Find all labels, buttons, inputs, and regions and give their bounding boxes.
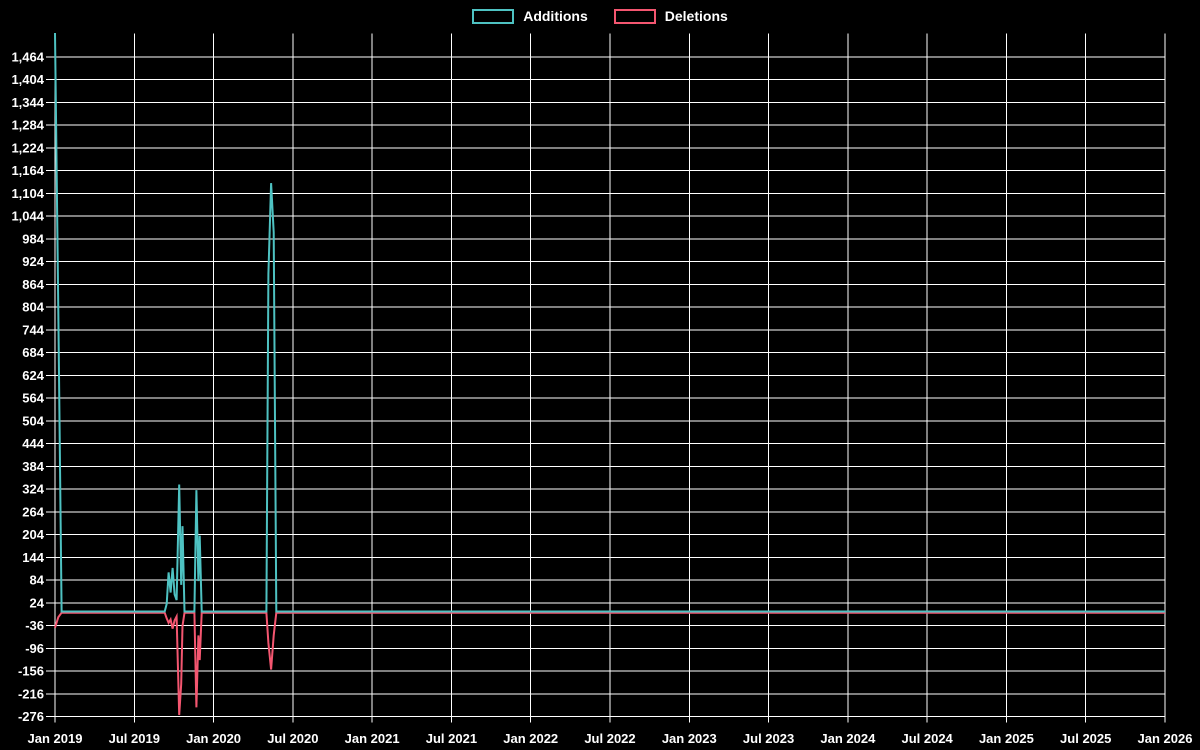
y-tick-label: 1,224 [11, 140, 44, 155]
x-tick-label: Jan 2020 [186, 731, 241, 746]
x-tick-label: Jan 2019 [28, 731, 83, 746]
y-tick-label: 624 [22, 368, 44, 383]
y-tick-label: 1,344 [11, 95, 44, 110]
x-tick-label: Jan 2021 [345, 731, 400, 746]
x-tick-label: Jan 2024 [820, 731, 876, 746]
y-tick-label: -96 [25, 641, 44, 656]
y-tick-label: 804 [22, 300, 44, 315]
deletions-swatch-icon [613, 8, 656, 24]
y-tick-label: 504 [22, 413, 44, 428]
additions-legend-label: Additions [523, 8, 588, 24]
y-tick-label: 744 [22, 322, 44, 337]
x-tick-label: Jan 2022 [503, 731, 558, 746]
y-tick-label: 1,044 [11, 209, 44, 224]
legend-item-deletions[interactable]: Deletions [613, 7, 728, 25]
x-tick-label: Jan 2026 [1138, 731, 1193, 746]
x-tick-label: Jul 2024 [901, 731, 953, 746]
y-tick-label: 564 [22, 391, 44, 406]
x-tick-label: Jul 2023 [743, 731, 794, 746]
y-tick-label: 264 [22, 504, 44, 519]
x-tick-label: Jul 2019 [109, 731, 160, 746]
y-tick-label: -36 [25, 618, 44, 633]
deletions-legend-label: Deletions [664, 8, 728, 24]
deletions-line [54, 611, 1165, 716]
y-tick-label: 144 [22, 550, 44, 565]
x-tick-label: Jan 2025 [979, 731, 1034, 746]
y-tick-label: -276 [18, 709, 44, 724]
x-tick-label: Jul 2021 [426, 731, 477, 746]
y-tick-label: -156 [18, 664, 44, 679]
x-tick-label: Jul 2022 [584, 731, 635, 746]
y-tick-label: 1,164 [11, 163, 44, 178]
y-tick-label: 384 [22, 459, 44, 474]
y-tick-label: 1,404 [11, 72, 44, 87]
y-tick-label: 984 [22, 231, 44, 246]
y-tick-label: 1,284 [11, 118, 44, 133]
y-tick-label: 1,104 [11, 186, 44, 201]
y-tick-label: 444 [22, 436, 44, 451]
y-tick-label: 864 [22, 277, 44, 292]
x-tick-label: Jul 2025 [1060, 731, 1111, 746]
x-tick-label: Jul 2020 [267, 731, 318, 746]
x-tick-label: Jan 2023 [662, 731, 717, 746]
y-tick-label: 1,464 [11, 50, 44, 65]
y-tick-label: 204 [22, 527, 44, 542]
y-tick-label: 24 [30, 595, 45, 610]
chart-legend: Additions Deletions [0, 7, 1200, 25]
y-tick-label: 684 [22, 345, 44, 360]
legend-item-additions[interactable]: Additions [472, 7, 588, 25]
y-tick-label: 324 [22, 482, 44, 497]
additions-line [54, 32, 1165, 613]
y-tick-label: 924 [22, 254, 44, 269]
y-tick-label: 84 [30, 573, 45, 588]
additions-swatch-icon [472, 8, 515, 24]
y-tick-label: -216 [18, 686, 44, 701]
